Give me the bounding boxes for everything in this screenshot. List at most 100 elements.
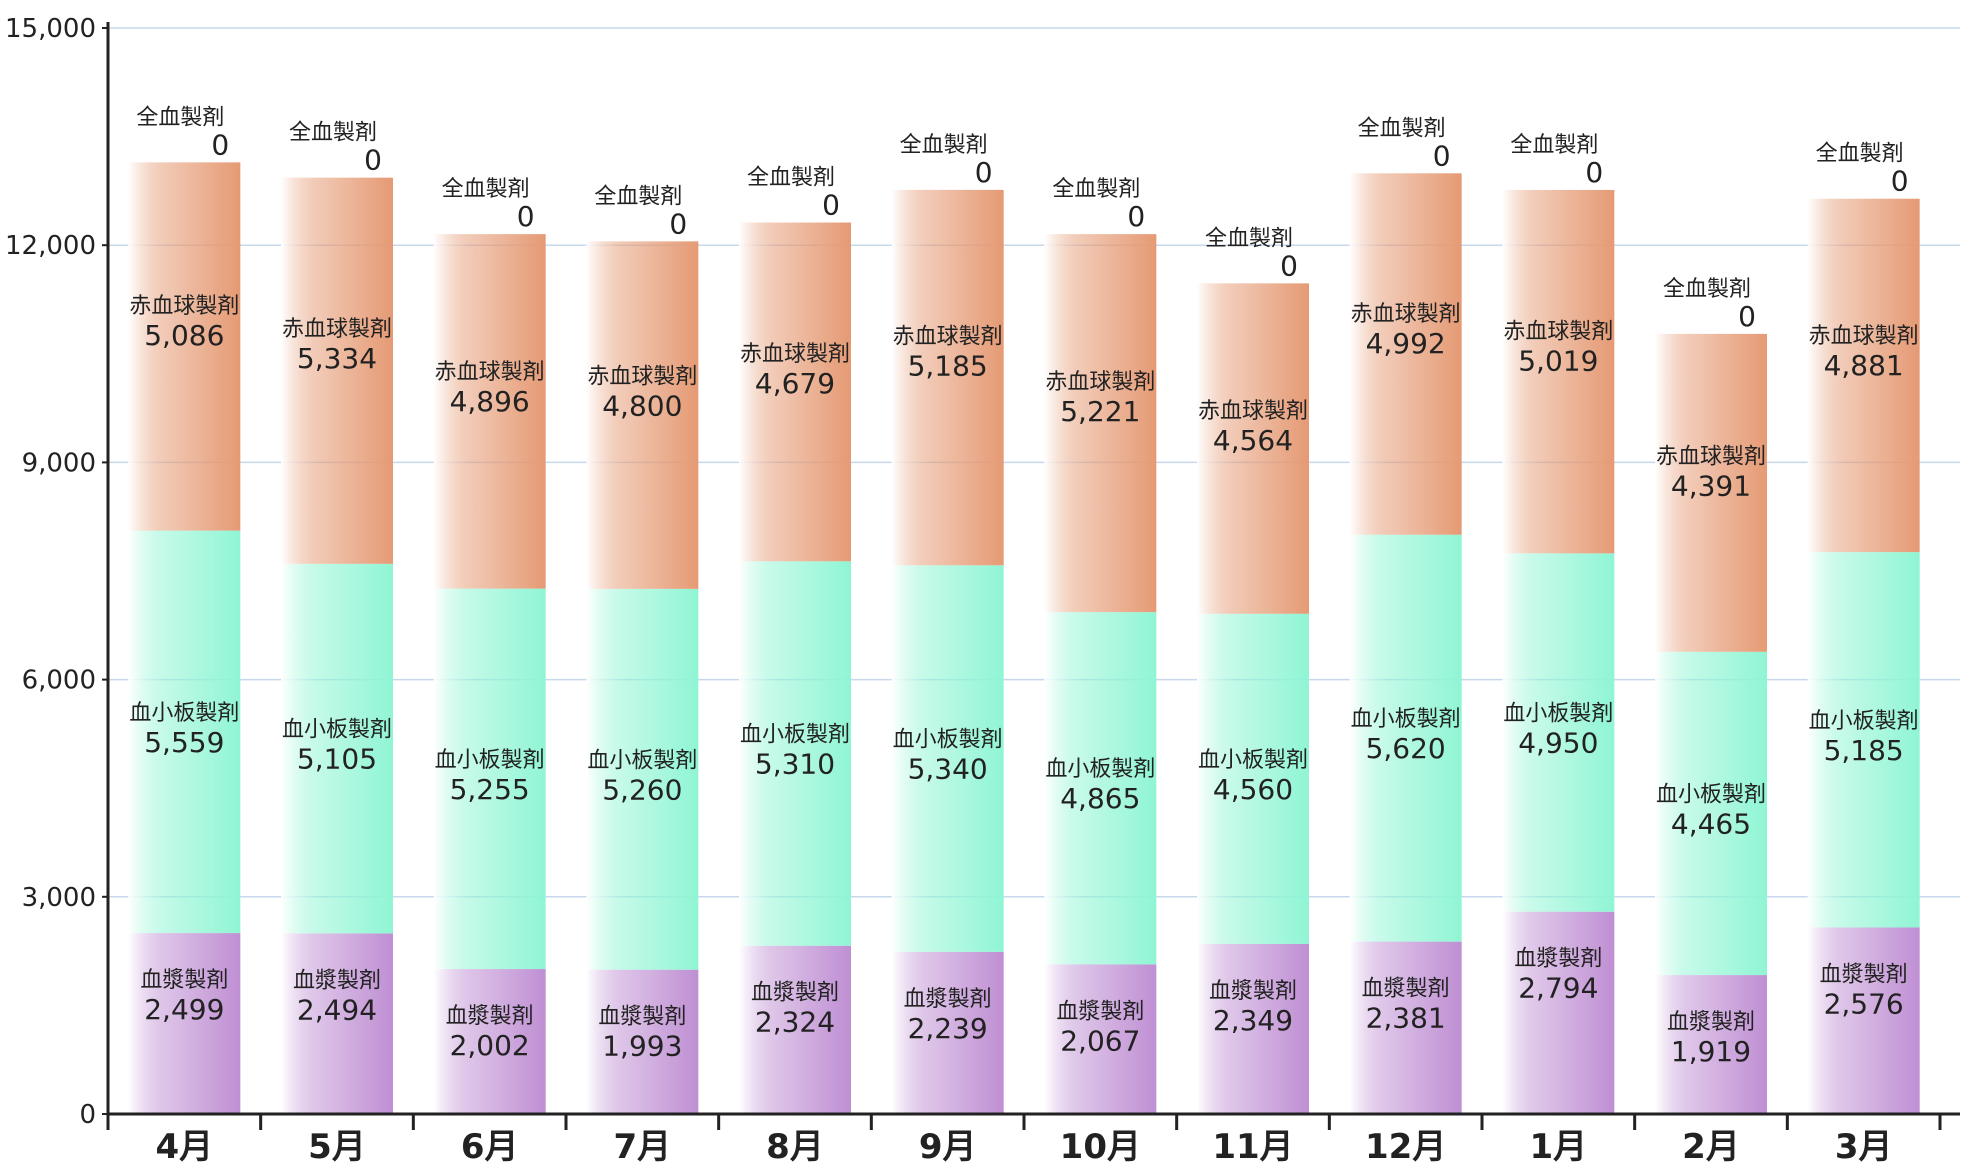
segment-name-label: 血漿製剤 <box>446 1004 534 1029</box>
segment-value-label: 2,002 <box>450 1029 530 1062</box>
segment-value-label: 2,067 <box>1060 1024 1140 1057</box>
bar-segment-platelet <box>128 530 241 934</box>
segment-name-label: 血小板製剤 <box>587 748 697 773</box>
segment-value-label: 5,019 <box>1518 345 1598 378</box>
segment-name-label: 赤血球製剤 <box>740 342 850 367</box>
segment-value-label: 2,794 <box>1518 972 1598 1005</box>
segment-value-label: 5,310 <box>755 748 835 781</box>
segment-value-label: 0 <box>1280 249 1298 282</box>
bar-segment-platelet <box>1502 553 1615 912</box>
segment-name-label: 血小板製剤 <box>1045 757 1155 782</box>
segment-value-label: 4,679 <box>755 367 835 400</box>
segment-value-label: 5,185 <box>1824 734 1904 767</box>
segment-name-label: 血漿製剤 <box>1362 977 1450 1002</box>
segment-name-label: 血漿製剤 <box>1514 947 1602 972</box>
bar-segment-platelet <box>739 561 851 946</box>
segment-value-label: 5,086 <box>144 319 224 352</box>
segment-value-label: 5,221 <box>1060 395 1140 428</box>
segment-name-label: 血小板製剤 <box>435 748 545 773</box>
segment-name-label: 血小板製剤 <box>1809 709 1919 734</box>
segment-name-label: 全血製剤 <box>1205 226 1293 251</box>
segment-value-label: 0 <box>669 207 687 240</box>
segment-value-label: 0 <box>1891 165 1909 198</box>
segment-value-label: 4,564 <box>1213 424 1293 457</box>
segment-value-label: 4,465 <box>1671 807 1751 840</box>
segment-name-label: 血小板製剤 <box>1503 702 1613 727</box>
segment-value-label: 0 <box>822 189 840 222</box>
bar-segment-platelet <box>586 588 699 970</box>
bar-segment-plasma <box>128 933 241 1114</box>
segment-name-label: 全血製剤 <box>594 184 682 209</box>
segment-value-label: 4,896 <box>450 385 530 418</box>
bar-segment-plasma <box>891 951 1004 1114</box>
segment-name-label: 赤血球製剤 <box>129 294 239 319</box>
segment-name-label: 全血製剤 <box>1816 142 1904 167</box>
segment-name-label: 血小板製剤 <box>129 701 239 726</box>
segment-value-label: 2,499 <box>144 993 224 1026</box>
segment-name-label: 赤血球製剤 <box>1198 399 1308 424</box>
x-category-label: 8月 <box>766 1127 824 1167</box>
segment-value-label: 5,185 <box>908 350 988 383</box>
gridlines <box>108 27 1960 898</box>
bar-segment-plasma <box>1197 943 1309 1114</box>
segment-value-label: 0 <box>517 200 535 233</box>
segment-name-label: 赤血球製剤 <box>1351 302 1461 327</box>
x-category-label: 12月 <box>1365 1127 1446 1167</box>
segment-name-label: 全血製剤 <box>136 105 224 130</box>
x-category-label: 3月 <box>1835 1127 1893 1167</box>
segment-value-label: 5,340 <box>908 753 988 786</box>
segment-name-label: 全血製剤 <box>747 166 835 191</box>
segment-name-label: 赤血球製剤 <box>435 360 545 385</box>
segment-value-label: 0 <box>1127 200 1145 233</box>
segment-name-label: 血漿製剤 <box>293 968 381 993</box>
segment-value-label: 1,919 <box>1671 1035 1751 1068</box>
bar-segment-plasma <box>1349 941 1462 1114</box>
segment-value-label: 4,992 <box>1366 327 1446 360</box>
segment-value-label: 5,105 <box>297 743 377 776</box>
segment-value-label: 1,993 <box>602 1030 682 1063</box>
segment-name-label: 赤血球製剤 <box>1503 320 1613 345</box>
segment-value-label: 5,255 <box>450 773 530 806</box>
segment-value-label: 2,494 <box>297 993 377 1026</box>
segment-value-label: 4,560 <box>1213 773 1293 806</box>
bar-segment-platelet <box>1655 651 1767 976</box>
x-category-label: 2月 <box>1682 1127 1740 1167</box>
bar-segment-red_cell <box>586 241 699 589</box>
segment-value-label: 4,865 <box>1060 782 1140 815</box>
bar-segment-platelet <box>1044 612 1157 965</box>
bar-segment-red_cell <box>1044 234 1157 613</box>
segment-value-label: 2,239 <box>908 1012 988 1045</box>
segment-name-label: 血漿製剤 <box>1667 1010 1755 1035</box>
x-category-label: 6月 <box>461 1127 519 1167</box>
segment-name-label: 全血製剤 <box>1663 277 1751 302</box>
bar-segment-plasma <box>586 969 699 1114</box>
segment-name-label: 全血製剤 <box>289 121 377 146</box>
segment-value-label: 4,391 <box>1671 469 1751 502</box>
segment-value-label: 5,334 <box>297 342 377 375</box>
segment-name-label: 血漿製剤 <box>1209 979 1297 1004</box>
bar-segment-plasma <box>1502 911 1615 1114</box>
segment-value-label: 0 <box>1433 139 1451 172</box>
segment-name-label: 全血製剤 <box>1358 116 1446 141</box>
segment-value-label: 2,576 <box>1824 987 1904 1020</box>
bar-segment-red_cell <box>1655 333 1767 652</box>
bar-segment-plasma <box>281 933 393 1114</box>
y-tick-label: 12,000 <box>5 231 96 261</box>
segment-name-label: 全血製剤 <box>900 133 988 158</box>
bar-segment-red_cell <box>1349 173 1462 535</box>
segment-value-label: 0 <box>1585 156 1603 189</box>
bar-segment-red_cell <box>739 222 851 562</box>
bar-segment-plasma <box>433 969 546 1114</box>
bar-segment-plasma <box>1807 927 1920 1114</box>
segment-value-label: 0 <box>975 156 993 189</box>
segment-name-label: 血漿製剤 <box>904 987 992 1012</box>
segment-value-label: 2,324 <box>755 1006 835 1039</box>
segment-name-label: 赤血球製剤 <box>893 325 1003 350</box>
y-tick-label: 6,000 <box>22 666 96 696</box>
segment-value-label: 4,800 <box>602 389 682 422</box>
segment-name-label: 赤血球製剤 <box>282 317 392 342</box>
segment-name-label: 赤血球製剤 <box>1809 324 1919 349</box>
segment-name-label: 血漿製剤 <box>1820 962 1908 987</box>
